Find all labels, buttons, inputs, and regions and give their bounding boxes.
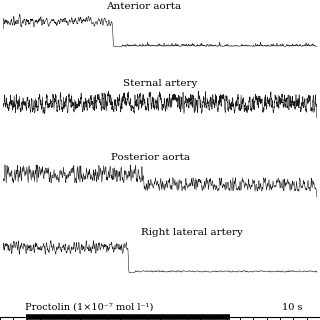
Text: Posterior aorta: Posterior aorta bbox=[111, 153, 190, 162]
Text: Sternal artery: Sternal artery bbox=[123, 79, 197, 88]
Text: 10 s: 10 s bbox=[282, 303, 302, 312]
Text: Proctolin (1×10⁻⁷ mol l⁻¹): Proctolin (1×10⁻⁷ mol l⁻¹) bbox=[25, 303, 154, 312]
Text: Right lateral artery: Right lateral artery bbox=[141, 228, 243, 237]
Text: Anterior aorta: Anterior aorta bbox=[107, 2, 181, 11]
